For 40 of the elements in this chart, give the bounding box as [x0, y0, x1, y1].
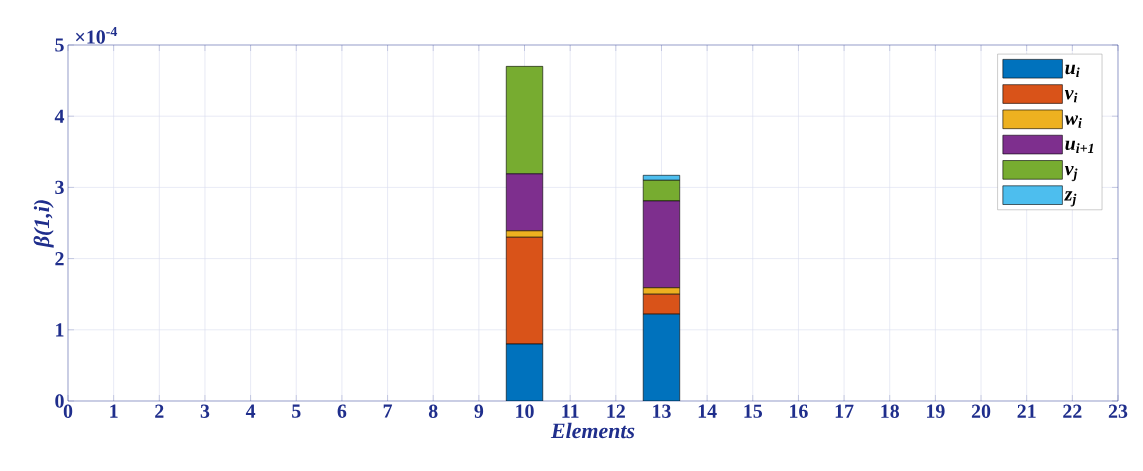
y-tick-label: 4: [54, 109, 65, 123]
x-tick-label: 1: [110, 404, 118, 418]
x-tick-label: 11: [562, 404, 579, 418]
x-tick-label: 13: [653, 404, 671, 418]
x-tick-label: 9: [474, 404, 484, 418]
y-tick-label: 3: [55, 180, 64, 195]
x-tick-label: 21: [1017, 404, 1036, 418]
x-tick-label: 12: [607, 404, 625, 418]
bar: [505, 343, 544, 401]
y-tick-label: 5: [55, 38, 64, 52]
y-tick-label: 2: [55, 252, 64, 266]
x-tick-label: 16: [790, 404, 808, 418]
legend-label: w$_{i}$: [1064, 115, 1082, 128]
x-tick-label: 2: [155, 404, 164, 418]
x-tick-label: 10: [516, 404, 534, 418]
x-axis-title: Elements: [550, 422, 635, 439]
x-tick-label: 23: [1108, 404, 1128, 418]
legend-label: v$_{i}$: [1064, 90, 1078, 103]
x-tick-label: 18: [881, 404, 900, 418]
legend-label: u$_{i+1}$: [1065, 140, 1094, 153]
legend-label: u$_{i}$: [1065, 64, 1080, 78]
legend-label: v$_{j}$: [1064, 165, 1078, 182]
legend-label: z$_{j}$: [1064, 191, 1077, 207]
y-tick-label: 1: [56, 323, 64, 337]
x-tick-label: 3: [200, 404, 210, 418]
x-tick-label: 5: [292, 404, 301, 418]
x-tick-label: 17: [835, 404, 854, 418]
x-tick-label: 7: [383, 404, 393, 418]
y-tick-label: 0: [55, 394, 64, 408]
x-tick-label: 19: [927, 404, 945, 418]
x-tick-label: 14: [698, 404, 717, 418]
x-tick-label: 15: [744, 404, 763, 418]
bar: [642, 313, 681, 401]
x-tick-label: 6: [337, 404, 347, 418]
x-tick-label: 20: [971, 404, 991, 418]
x-tick-label: 4: [245, 404, 256, 418]
x-tick-label: 22: [1063, 404, 1082, 418]
text: ×10$^{-4}$: [75, 26, 118, 44]
y-axis-title: β(1,i): [33, 200, 54, 248]
x-tick-label: 8: [428, 404, 438, 418]
